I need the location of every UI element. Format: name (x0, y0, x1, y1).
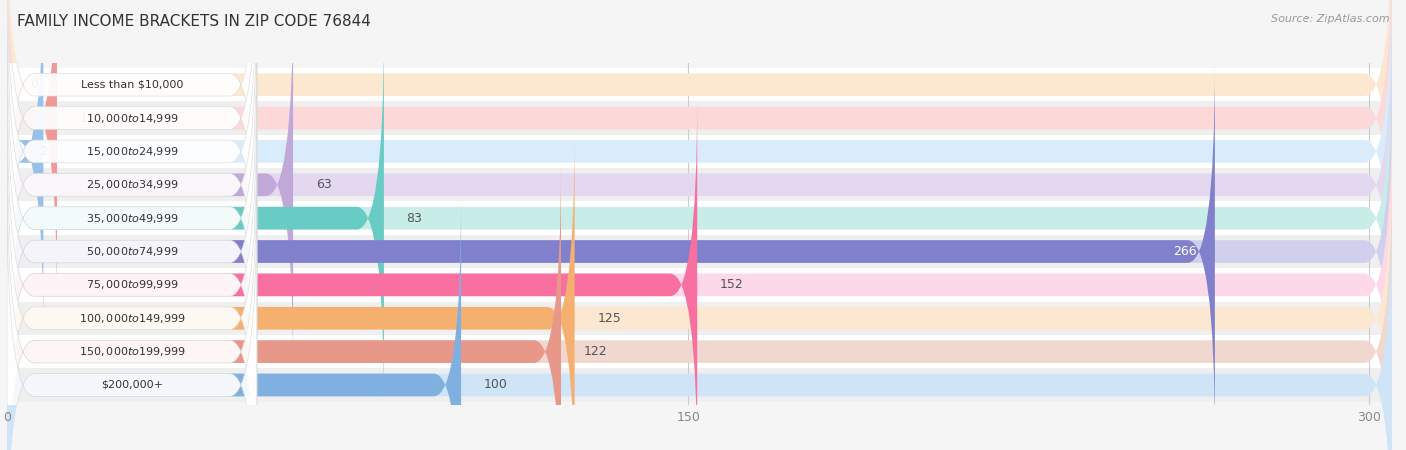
FancyBboxPatch shape (7, 63, 257, 441)
FancyBboxPatch shape (7, 0, 292, 374)
Text: 0: 0 (30, 78, 38, 91)
FancyBboxPatch shape (7, 96, 1392, 450)
Bar (7, 135, 1392, 168)
FancyBboxPatch shape (7, 0, 1392, 340)
Text: 83: 83 (406, 212, 422, 225)
FancyBboxPatch shape (7, 196, 461, 450)
FancyBboxPatch shape (7, 0, 1392, 374)
Text: $10,000 to $14,999: $10,000 to $14,999 (86, 112, 179, 125)
Text: 2: 2 (39, 145, 46, 158)
Text: 100: 100 (484, 378, 508, 392)
Text: FAMILY INCOME BRACKETS IN ZIP CODE 76844: FAMILY INCOME BRACKETS IN ZIP CODE 76844 (17, 14, 371, 28)
Bar (7, 302, 1392, 335)
FancyBboxPatch shape (7, 96, 697, 450)
Bar (7, 368, 1392, 402)
FancyBboxPatch shape (7, 0, 1392, 307)
Bar (7, 202, 1392, 235)
Text: 11: 11 (80, 112, 96, 125)
Text: $200,000+: $200,000+ (101, 380, 163, 390)
FancyBboxPatch shape (7, 0, 44, 340)
FancyBboxPatch shape (7, 29, 384, 407)
FancyBboxPatch shape (7, 130, 257, 450)
FancyBboxPatch shape (7, 63, 1392, 441)
FancyBboxPatch shape (7, 0, 257, 374)
FancyBboxPatch shape (7, 63, 1215, 441)
Text: 122: 122 (583, 345, 607, 358)
FancyBboxPatch shape (7, 0, 257, 340)
Text: Source: ZipAtlas.com: Source: ZipAtlas.com (1271, 14, 1389, 23)
FancyBboxPatch shape (7, 96, 257, 450)
Text: $75,000 to $99,999: $75,000 to $99,999 (86, 279, 179, 292)
FancyBboxPatch shape (7, 29, 257, 407)
Text: 266: 266 (1173, 245, 1197, 258)
FancyBboxPatch shape (7, 0, 257, 274)
FancyBboxPatch shape (7, 130, 575, 450)
Text: 152: 152 (720, 279, 744, 292)
Text: $100,000 to $149,999: $100,000 to $149,999 (79, 312, 186, 325)
FancyBboxPatch shape (7, 163, 1392, 450)
Text: $150,000 to $199,999: $150,000 to $199,999 (79, 345, 186, 358)
Text: $35,000 to $49,999: $35,000 to $49,999 (86, 212, 179, 225)
FancyBboxPatch shape (7, 163, 257, 450)
Text: 125: 125 (598, 312, 621, 325)
FancyBboxPatch shape (7, 163, 561, 450)
FancyBboxPatch shape (7, 196, 1392, 450)
FancyBboxPatch shape (7, 0, 257, 307)
FancyBboxPatch shape (7, 29, 1392, 407)
FancyBboxPatch shape (7, 130, 1392, 450)
Bar (7, 101, 1392, 135)
FancyBboxPatch shape (7, 196, 257, 450)
Bar (7, 335, 1392, 368)
Bar (7, 168, 1392, 202)
Bar (7, 68, 1392, 101)
Text: $25,000 to $34,999: $25,000 to $34,999 (86, 178, 179, 191)
Text: Less than $10,000: Less than $10,000 (80, 80, 183, 90)
Text: 63: 63 (316, 178, 332, 191)
Bar (7, 268, 1392, 302)
Text: $15,000 to $24,999: $15,000 to $24,999 (86, 145, 179, 158)
FancyBboxPatch shape (7, 0, 58, 307)
Text: $50,000 to $74,999: $50,000 to $74,999 (86, 245, 179, 258)
FancyBboxPatch shape (7, 0, 1392, 274)
Bar (7, 235, 1392, 268)
